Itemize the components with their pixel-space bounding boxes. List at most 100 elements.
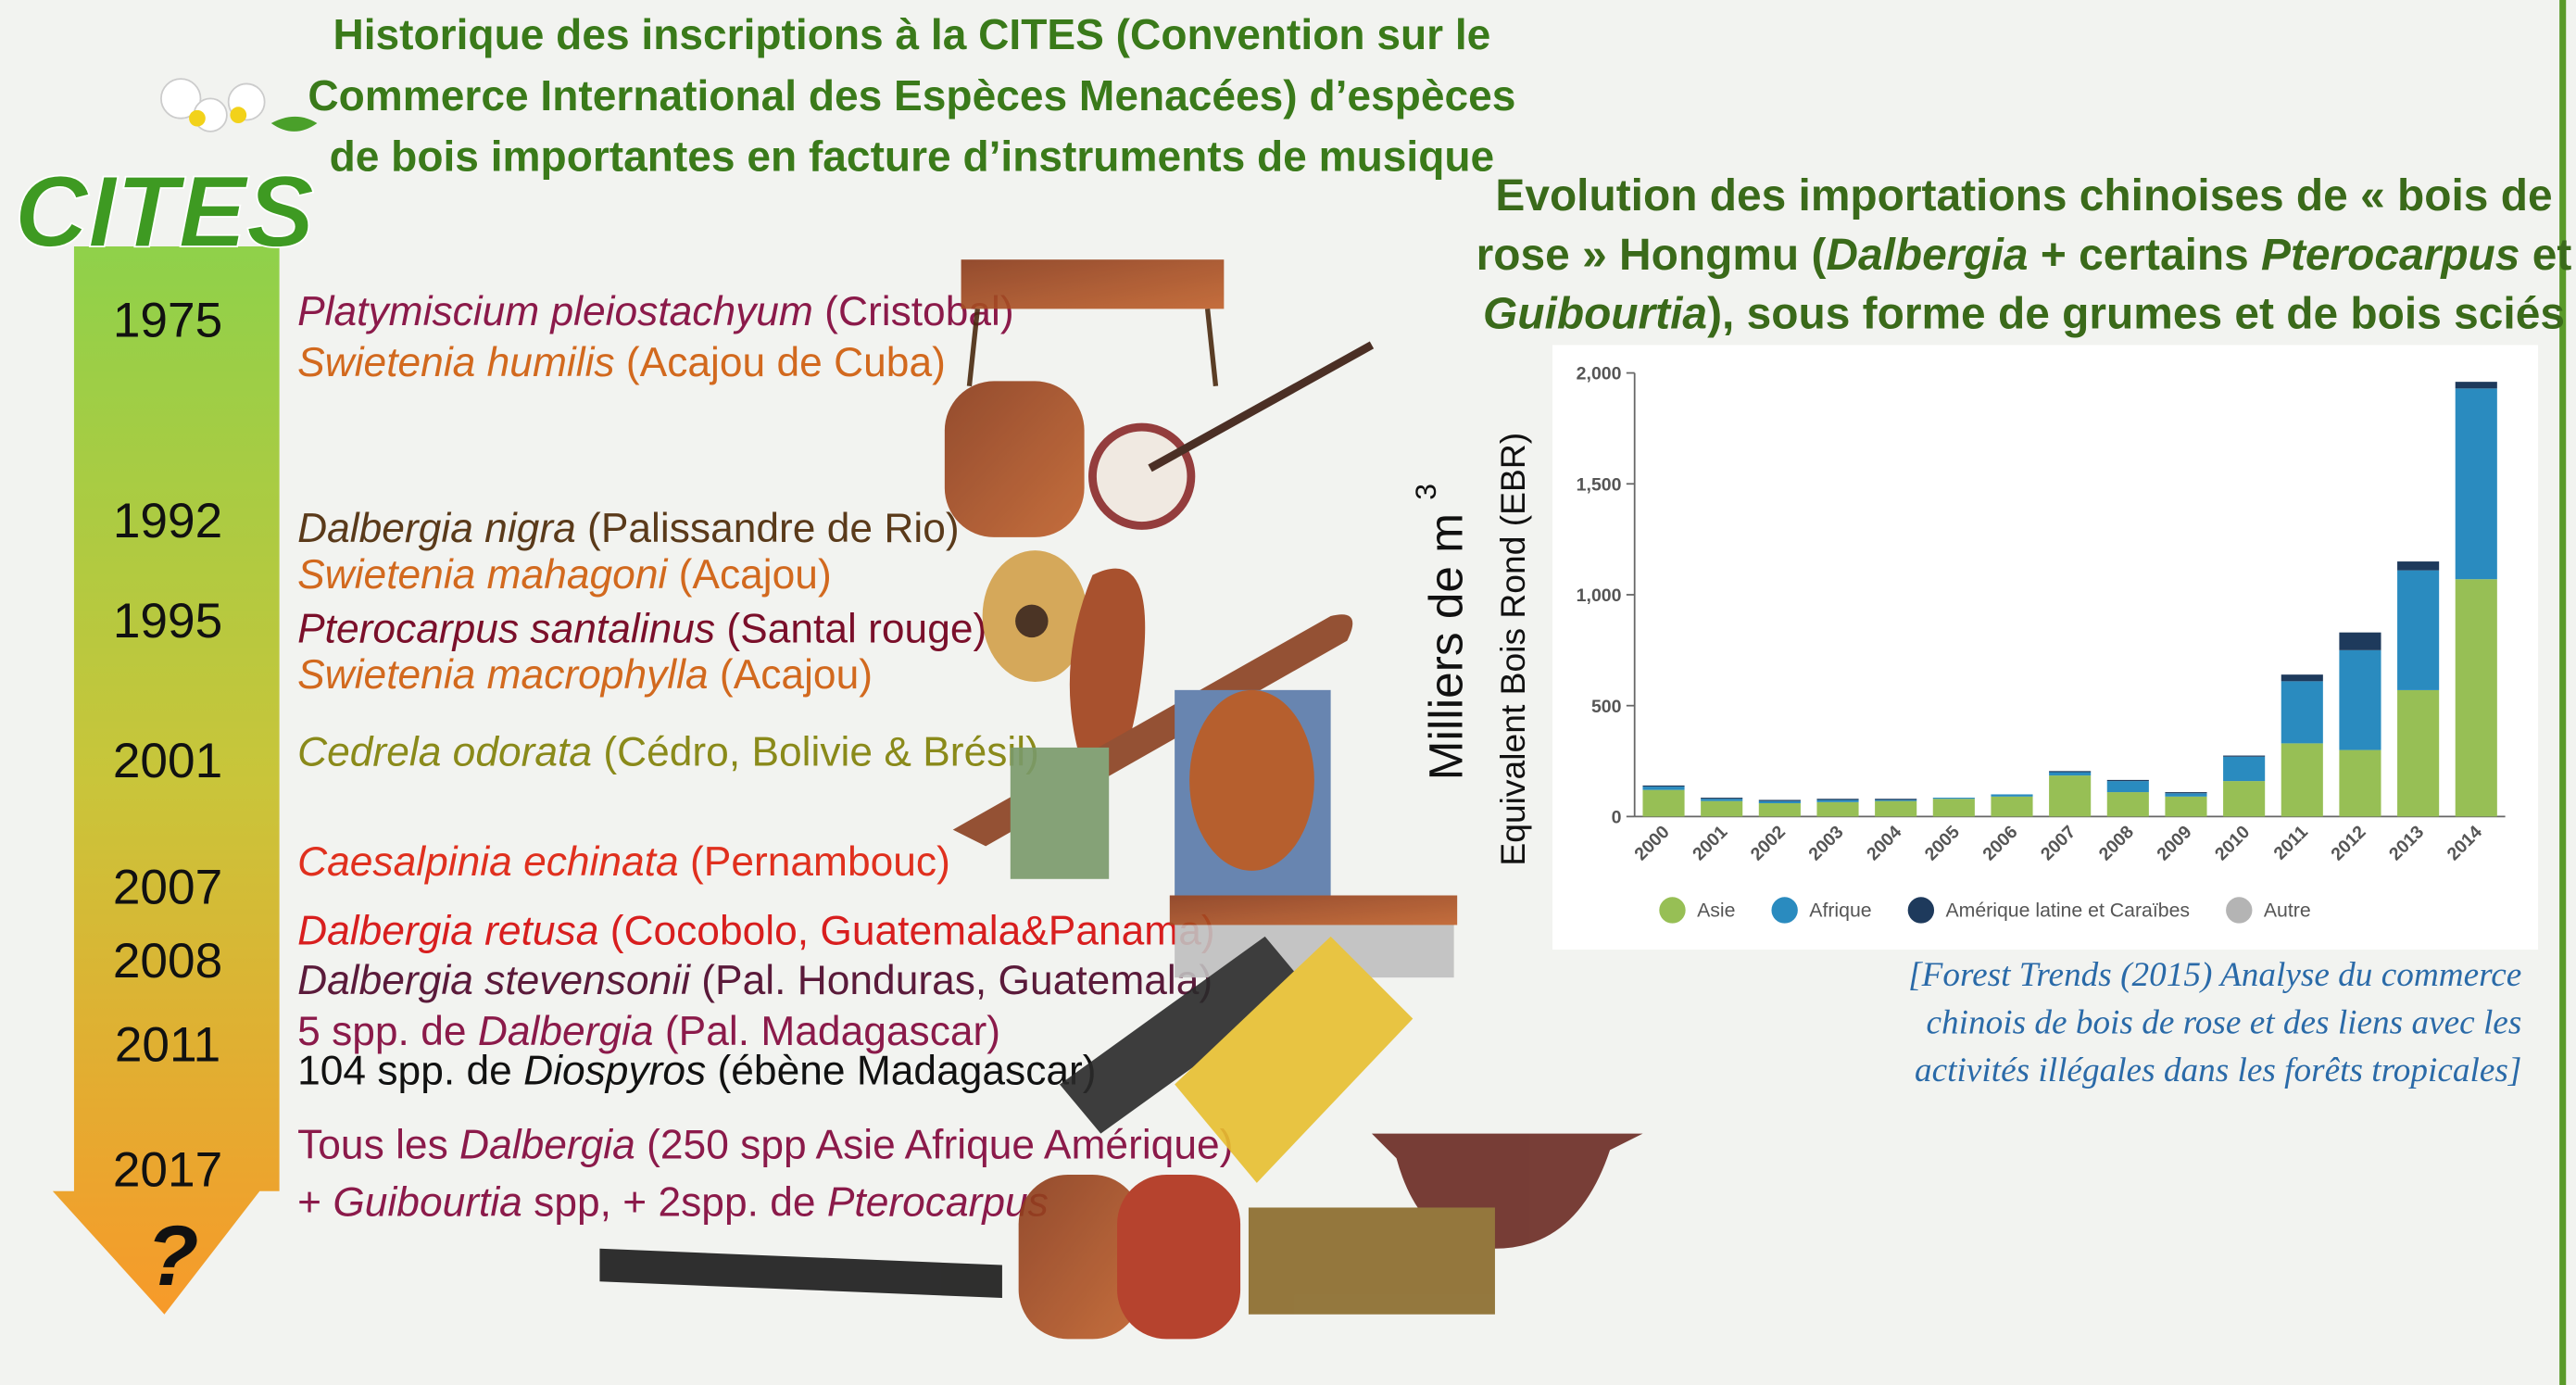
y-axis-sublabel: Equivalent Bois Rond (EBR): [1493, 433, 1532, 866]
text-line: Tous les Dalbergia (250 spp Asie Afrique…: [297, 1122, 1233, 1167]
bar-segment: [2339, 633, 2381, 650]
legend-label: Amérique latine et Caraïbes: [1945, 900, 2190, 922]
bar-segment: [2339, 750, 2381, 817]
text-segment: Diospyros: [523, 1048, 706, 1093]
text-segment: Platymiscium pleiostachyum: [297, 289, 813, 334]
text-segment: (Acajou): [709, 652, 873, 698]
bar-segment: [2223, 781, 2265, 816]
bar-segment: [1816, 802, 1858, 817]
bar-segment: [1642, 786, 1684, 787]
legend-label: Asie: [1697, 900, 1735, 922]
y-tick-label: 1,000: [1577, 585, 1622, 606]
bar-segment: [1991, 797, 2032, 817]
year-label: 2008: [113, 934, 222, 988]
text-segment: Dalbergia stevensonii: [297, 958, 691, 1003]
bar-segment: [1991, 794, 2032, 796]
text-segment: Swietenia humilis: [297, 340, 614, 385]
bar-segment: [1933, 798, 1975, 799]
bar-segment: [2165, 797, 2206, 817]
text-line: Cedrela odorata (Cédro, Bolivie & Brésil…: [297, 729, 1039, 774]
text-segment: spp, + 2spp. de: [522, 1179, 827, 1225]
text-segment: (Pal. Honduras, Guatemala): [690, 958, 1213, 1003]
text-line: Dalbergia retusa (Cocobolo, Guatemala&Pa…: [297, 909, 1215, 954]
bar-segment: [2281, 743, 2323, 816]
year-label: 1975: [113, 294, 222, 348]
text-segment: Pterocarpus santalinus: [297, 606, 715, 651]
bar-segment: [1642, 790, 1684, 817]
bar-segment: [1759, 803, 1801, 816]
bar-segment: [1875, 799, 1916, 800]
text-segment: ), sous forme de grumes et de bois sciés: [1707, 290, 2565, 339]
bar-segment: [2456, 388, 2497, 579]
text-segment: Guibourtia: [1483, 290, 1707, 339]
source-citation: [Forest Trends (2015) Analyse du commerc…: [1908, 956, 2521, 994]
bar-segment: [1701, 799, 1742, 800]
legend-label: Afrique: [1809, 900, 1871, 922]
bar-segment: [1701, 798, 1742, 799]
bar-segment: [2049, 771, 2091, 772]
bar-segment: [2165, 792, 2206, 793]
bar-segment: [1816, 799, 1858, 800]
text-segment: +: [297, 1179, 333, 1225]
text-line: Dalbergia stevensonii (Pal. Honduras, Gu…: [297, 958, 1213, 1003]
text-segment: Tous les: [297, 1122, 459, 1167]
text-segment: Swietenia macrophylla: [297, 652, 708, 698]
y-tick-label: 500: [1591, 697, 1622, 717]
bar-segment: [2223, 756, 2265, 757]
bar-segment: [2223, 757, 2265, 781]
text-segment: Guibourtia: [333, 1179, 522, 1225]
text-line: Caesalpinia echinata (Pernambouc): [297, 839, 950, 885]
text-segment: et: [2519, 231, 2571, 280]
legend-marker: [1659, 897, 1685, 923]
text-segment: (Cédro, Bolivie & Brésil): [592, 729, 1039, 774]
text-segment: Pterocarpus: [827, 1179, 1049, 1225]
bar-segment: [2397, 690, 2439, 816]
year-label: 2011: [115, 1018, 220, 1073]
text-segment: Pterocarpus: [2261, 231, 2519, 280]
bar-segment: [2281, 674, 2323, 681]
y-tick-label: 0: [1612, 807, 1622, 827]
left-title: Commerce International des Espèces Menac…: [308, 71, 1515, 120]
text-line: + Guibourtia spp, + 2spp. de Pterocarpus: [297, 1179, 1049, 1225]
year-label: 2007: [113, 860, 222, 914]
bar-segment: [2049, 773, 2091, 776]
text-segment: (Acajou de Cuba): [615, 340, 946, 385]
bar-segment: [2397, 561, 2439, 571]
future-mark: ?: [146, 1208, 198, 1303]
bar-segment: [2165, 793, 2206, 797]
text-segment: Dalbergia: [459, 1122, 635, 1167]
y-axis-label: Milliers de m: [1418, 513, 1472, 780]
text-line: 104 spp. de Diospyros (ébène Madagascar): [297, 1048, 1096, 1093]
bar-segment: [2456, 579, 2497, 816]
year-label: 2001: [113, 734, 222, 788]
left-title: Historique des inscriptions à la CITES (…: [333, 10, 1490, 58]
text-line: Guibourtia), sous forme de grumes et de …: [1483, 290, 2565, 339]
source-citation: activités illégales dans les forêts trop…: [1915, 1051, 2521, 1089]
logo: CITES: [15, 155, 315, 269]
text-segment: (Pernambouc): [679, 839, 950, 885]
bar-segment: [1875, 801, 1916, 817]
text-segment: Dalbergia retusa: [297, 909, 598, 954]
page: { "logo": "CITES", "left_title": [ "Hist…: [0, 0, 2576, 1385]
text-segment: Cedrela odorata: [297, 729, 592, 774]
bar-segment: [2281, 681, 2323, 743]
text-line: Swietenia mahagoni (Acajou): [297, 552, 832, 598]
y-tick-label: 1,500: [1577, 474, 1622, 495]
text-segment: (Palissandre de Rio): [576, 506, 960, 551]
text-line: rose » Hongmu (Dalbergia + certains Pter…: [1476, 231, 2572, 280]
text-segment: 104 spp. de: [297, 1048, 523, 1093]
year-label: 1992: [113, 494, 222, 548]
legend-marker: [1771, 897, 1797, 923]
bar-segment: [2107, 780, 2149, 781]
y-tick-label: 2,000: [1577, 364, 1622, 384]
text-segment: (Acajou): [667, 552, 831, 598]
text-segment: (Santal rouge): [715, 606, 986, 651]
slide: CITES Historique des inscriptions à la C…: [0, 0, 2576, 1385]
source-citation: chinois de bois de rose et des liens ave…: [1927, 1003, 2522, 1041]
bar-segment: [2456, 382, 2497, 388]
text-segment: (ébène Madagascar): [706, 1048, 1096, 1093]
text-line: Swietenia macrophylla (Acajou): [297, 652, 873, 698]
bar-segment: [2397, 571, 2439, 690]
y-axis-label-superscript: 3: [1409, 484, 1442, 500]
text-segment: Dalbergia nigra: [297, 506, 576, 551]
